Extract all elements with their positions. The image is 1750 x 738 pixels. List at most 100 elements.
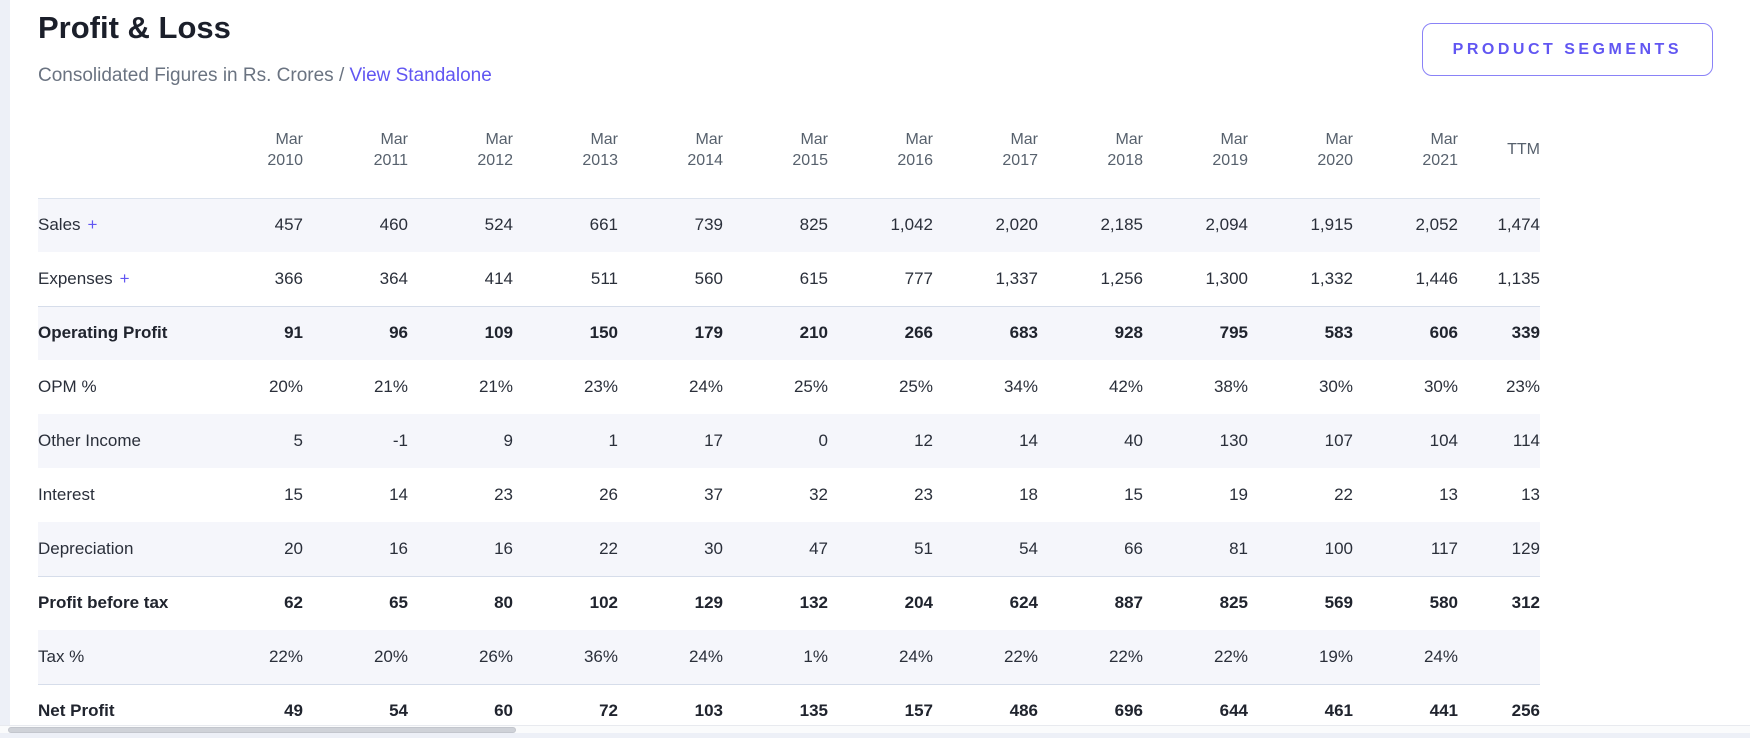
value-cell: 661 — [513, 198, 618, 252]
col-header-year: 2020 — [1248, 150, 1353, 171]
value-cell: 2,094 — [1143, 198, 1248, 252]
value-cell: 81 — [1143, 522, 1248, 576]
value-cell: 12 — [828, 414, 933, 468]
value-cell: 825 — [1143, 576, 1248, 630]
row-label-text: Tax % — [38, 647, 84, 666]
value-cell: 624 — [933, 576, 1038, 630]
value-cell: 23 — [408, 468, 513, 522]
value-cell: 312 — [1458, 576, 1540, 630]
value-cell: 150 — [513, 306, 618, 360]
value-cell: 130 — [1143, 414, 1248, 468]
value-cell: 132 — [723, 576, 828, 630]
value-cell: 16 — [408, 522, 513, 576]
row-label-other-income: Other Income — [38, 414, 198, 468]
value-cell: 17 — [618, 414, 723, 468]
horizontal-scrollbar[interactable] — [0, 725, 1750, 733]
table-row-tax: Tax %22%20%26%36%24%1%24%22%22%22%19%24% — [38, 630, 1540, 684]
value-cell: -1 — [303, 414, 408, 468]
row-label-operating-profit: Operating Profit — [38, 306, 198, 360]
value-cell: 34% — [933, 360, 1038, 414]
row-label-expenses: Expenses+ — [38, 252, 198, 306]
value-cell: 24% — [618, 630, 723, 684]
value-cell: 23 — [828, 468, 933, 522]
value-cell: 795 — [1143, 306, 1248, 360]
value-cell: 739 — [618, 198, 723, 252]
value-cell: 20 — [198, 522, 303, 576]
value-cell: 583 — [1248, 306, 1353, 360]
expand-plus-icon[interactable]: + — [88, 215, 98, 234]
value-cell: 109 — [408, 306, 513, 360]
value-cell: 42% — [1038, 360, 1143, 414]
value-cell: 25% — [723, 360, 828, 414]
value-cell: 16 — [303, 522, 408, 576]
value-cell: 96 — [303, 306, 408, 360]
value-cell: 580 — [1353, 576, 1458, 630]
value-cell: 210 — [723, 306, 828, 360]
value-cell: 606 — [1353, 306, 1458, 360]
value-cell: 366 — [198, 252, 303, 306]
value-cell: 129 — [1458, 522, 1540, 576]
col-header-month: Mar — [1353, 129, 1458, 150]
col-header-month: Mar — [1143, 129, 1248, 150]
row-label-text: Net Profit — [38, 701, 115, 720]
value-cell: 51 — [828, 522, 933, 576]
value-cell: 887 — [1038, 576, 1143, 630]
value-cell: 36% — [513, 630, 618, 684]
col-header-month: Mar — [408, 129, 513, 150]
col-header-month: Mar — [933, 129, 1038, 150]
value-cell: 560 — [618, 252, 723, 306]
value-cell: 1,300 — [1143, 252, 1248, 306]
row-label-text: Profit before tax — [38, 593, 168, 612]
col-header-year: 2015 — [723, 150, 828, 171]
col-header-month: Mar — [513, 129, 618, 150]
col-header-year: 2018 — [1038, 150, 1143, 171]
value-cell: 23% — [1458, 360, 1540, 414]
value-cell: 30% — [1248, 360, 1353, 414]
value-cell: 928 — [1038, 306, 1143, 360]
value-cell: 129 — [618, 576, 723, 630]
value-cell: 40 — [1038, 414, 1143, 468]
value-cell: 23% — [513, 360, 618, 414]
value-cell: 683 — [933, 306, 1038, 360]
value-cell: 615 — [723, 252, 828, 306]
value-cell: 2,185 — [1038, 198, 1143, 252]
col-header-year: 2011 — [303, 150, 408, 171]
scrollbar-thumb[interactable] — [8, 727, 516, 733]
value-cell: 38% — [1143, 360, 1248, 414]
col-header-year: 2021 — [1353, 150, 1458, 171]
col-header-year: 2017 — [933, 150, 1038, 171]
value-cell: 22 — [513, 522, 618, 576]
table-row-opm: OPM %20%21%21%23%24%25%25%34%42%38%30%30… — [38, 360, 1540, 414]
value-cell: 114 — [1458, 414, 1540, 468]
value-cell: 20% — [198, 360, 303, 414]
value-cell: 30 — [618, 522, 723, 576]
value-cell: 1,446 — [1353, 252, 1458, 306]
value-cell: 66 — [1038, 522, 1143, 576]
row-label-sales: Sales+ — [38, 198, 198, 252]
row-label-interest: Interest — [38, 468, 198, 522]
value-cell: 14 — [303, 468, 408, 522]
view-standalone-link[interactable]: View Standalone — [350, 65, 492, 86]
product-segments-button[interactable]: PRODUCT SEGMENTS — [1422, 23, 1713, 76]
value-cell: 18 — [933, 468, 1038, 522]
value-cell: 37 — [618, 468, 723, 522]
expand-plus-icon[interactable]: + — [120, 269, 130, 288]
value-cell: 15 — [198, 468, 303, 522]
col-header-month: Mar — [1248, 129, 1353, 150]
value-cell: 1,135 — [1458, 252, 1540, 306]
value-cell: 19 — [1143, 468, 1248, 522]
value-cell: 26 — [513, 468, 618, 522]
profit-loss-card: Profit & Loss Consolidated Figures in Rs… — [10, 0, 1750, 733]
value-cell: 21% — [303, 360, 408, 414]
value-cell: 1,042 — [828, 198, 933, 252]
